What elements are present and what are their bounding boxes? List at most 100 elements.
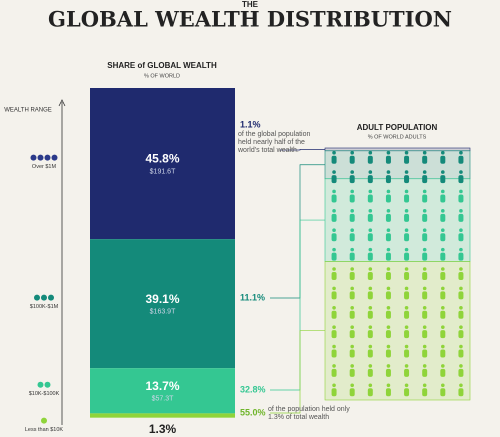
coin-icon (37, 154, 44, 161)
population-subtitle: % OF WORLD ADULTS (368, 134, 427, 140)
person-icon-head (332, 325, 336, 329)
person-icon-head (368, 364, 373, 368)
person-icon-head (404, 267, 409, 271)
person-icon-head (441, 150, 445, 155)
person-icon-head (404, 344, 409, 349)
person-icon-head (441, 325, 445, 329)
person-icon-body (349, 368, 355, 377)
person-icon-head (368, 344, 373, 349)
person-icon-body (331, 310, 337, 319)
person-icon-body (458, 155, 464, 164)
person-icon-head (441, 383, 445, 388)
person-icon-body (349, 349, 355, 358)
person-icon-head (350, 267, 354, 271)
person-icon-head (404, 286, 409, 291)
wealth-share-label: 13.7% (145, 379, 179, 393)
person-icon-head (386, 228, 391, 233)
coin-icon (37, 381, 44, 388)
person-icon-head (368, 305, 373, 310)
bar-subtitle: % OF WORLD (144, 73, 180, 79)
bottom-note: of the population held only 1.3% of tota… (268, 406, 350, 421)
top-note: of the global population held nearly hal… (238, 131, 311, 154)
person-icon-body (385, 194, 391, 203)
person-icon-body (385, 155, 391, 164)
person-icon-head (386, 344, 391, 349)
person-icon-body (422, 310, 428, 319)
person-icon-head (404, 150, 409, 155)
person-icon-body (349, 213, 355, 222)
person-icon-head (459, 383, 463, 388)
coin-icon (34, 294, 40, 301)
axis-label: WEALTH RANGE (4, 108, 52, 114)
population-label: 55.0% (240, 407, 266, 417)
person-icon-head (386, 364, 391, 368)
person-icon-head (386, 209, 391, 213)
person-icon-head (350, 247, 354, 252)
population-group (324, 261, 471, 401)
wealth-usd-label: $191.6T (150, 168, 176, 175)
person-icon-body (331, 194, 337, 203)
person-icon-body (367, 213, 373, 222)
person-icon-body (349, 155, 355, 164)
person-icon-body (349, 310, 355, 319)
person-icon-body (349, 252, 355, 261)
person-icon-head (368, 325, 373, 329)
person-icon-head (459, 228, 463, 233)
person-icon-body (385, 175, 391, 184)
person-icon-head (350, 364, 354, 368)
person-icon-body (367, 175, 373, 184)
person-icon-body (422, 175, 428, 184)
person-icon-head (332, 364, 336, 368)
person-icon-body (385, 233, 391, 242)
person-icon-body (404, 194, 410, 203)
person-icon-head (368, 189, 373, 194)
person-icon-head (332, 209, 336, 213)
person-icon-head (386, 247, 391, 252)
person-icon-head (459, 286, 463, 291)
person-icon-head (459, 267, 463, 271)
person-icon-head (332, 228, 336, 233)
axis-arrow (58, 99, 66, 107)
person-icon-body (458, 175, 464, 184)
person-icon-head (422, 189, 427, 194)
person-icon-body (367, 349, 373, 358)
person-icon-body (440, 252, 446, 261)
wealth-segment (90, 368, 235, 414)
person-icon-body (349, 233, 355, 242)
person-icon-body (458, 368, 464, 377)
person-icon-head (332, 305, 336, 310)
person-icon-body (367, 368, 373, 377)
person-icon-head (422, 383, 427, 388)
person-icon-body (440, 310, 446, 319)
person-icon-head (404, 364, 409, 368)
person-icon-head (350, 344, 354, 349)
person-icon-body (331, 213, 337, 222)
population-title: ADULT POPULATION (357, 123, 438, 132)
person-icon-head (422, 344, 427, 349)
person-icon-body (385, 272, 391, 280)
wealth-segment (90, 239, 235, 369)
wealth-share-label: 1.3% (149, 422, 177, 436)
person-icon-body (404, 291, 410, 300)
category-label: Less than $10K (25, 427, 64, 433)
wealth-usd-label: $57.3T (152, 396, 175, 403)
person-icon-head (332, 267, 336, 271)
person-icon-head (422, 150, 427, 155)
person-icon-body (404, 252, 410, 261)
person-icon-head (422, 364, 427, 368)
person-icon-body (422, 155, 428, 164)
coin-icon (44, 381, 51, 388)
person-icon-body (440, 388, 446, 397)
wealth-share-label: 39.1% (145, 292, 179, 306)
person-icon-head (404, 247, 409, 252)
person-icon-head (441, 247, 445, 252)
person-icon-body (404, 272, 410, 280)
person-icon-head (422, 325, 427, 329)
person-icon-body (349, 388, 355, 397)
person-icon-head (368, 150, 373, 155)
coin-icon (30, 154, 37, 161)
person-icon-body (458, 349, 464, 358)
population-group (324, 147, 471, 152)
person-icon-body (404, 388, 410, 397)
person-icon-body (458, 291, 464, 300)
